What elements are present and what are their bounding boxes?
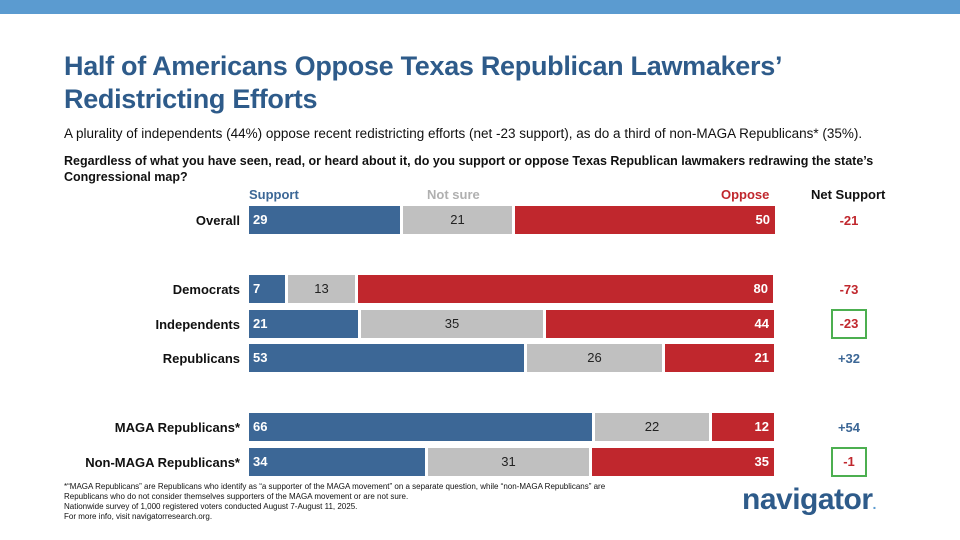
category-label: MAGA Republicans*	[114, 420, 240, 435]
bar-support: 34	[249, 448, 425, 476]
logo-text: navigator	[742, 483, 873, 516]
footnote-definition: *“MAGA Republicans” are Republicans who …	[64, 482, 606, 501]
category-label: Independents	[155, 317, 240, 332]
category-label: Non-MAGA Republicans*	[85, 455, 240, 470]
navigator-logo: navigator.	[742, 483, 876, 517]
bar-not-sure: 13	[288, 275, 355, 303]
top-accent-bar	[0, 0, 960, 14]
bar-not-sure: 31	[428, 448, 589, 476]
legend-not-sure: Not sure	[427, 187, 480, 202]
net-support-value: -73	[839, 282, 859, 297]
bar-support: 29	[249, 206, 400, 234]
bar-support: 21	[249, 310, 358, 338]
net-support-header: Net Support	[811, 187, 886, 202]
net-support-value: +54	[837, 420, 861, 435]
bar-not-sure: 26	[527, 344, 662, 372]
logo-dot: .	[872, 496, 877, 512]
bar-not-sure: 21	[403, 206, 512, 234]
bar-support: 66	[249, 413, 592, 441]
bar-oppose: 80	[358, 275, 773, 303]
subtitle: A plurality of independents (44%) oppose…	[64, 126, 863, 141]
net-support-value: -21	[839, 213, 859, 228]
net-support-value: -23	[831, 309, 867, 339]
bar-oppose: 21	[665, 344, 774, 372]
category-label: Overall	[195, 213, 240, 228]
bar-oppose: 12	[712, 413, 774, 441]
bar-oppose: 35	[592, 448, 774, 476]
net-support-value: +32	[837, 351, 861, 366]
bar-oppose: 44	[546, 310, 774, 338]
bar-not-sure: 35	[361, 310, 543, 338]
legend-oppose: Oppose	[721, 187, 770, 202]
bar-oppose: 50	[515, 206, 775, 234]
net-support-value: -1	[831, 447, 867, 477]
page-title: Half of Americans Oppose Texas Republica…	[64, 51, 781, 114]
bar-not-sure: 22	[595, 413, 709, 441]
footnote: *“MAGA Republicans” are Republicans who …	[64, 482, 624, 522]
survey-question: Regardless of what you have seen, read, …	[64, 154, 874, 184]
category-label: Republicans	[162, 351, 240, 366]
footnote-methodology: Nationwide survey of 1,000 registered vo…	[64, 502, 358, 511]
footnote-more-info: For more info, visit navigatorresearch.o…	[64, 512, 213, 521]
category-label: Democrats	[172, 282, 240, 297]
legend-support: Support	[249, 187, 299, 202]
bar-support: 7	[249, 275, 285, 303]
bar-support: 53	[249, 344, 524, 372]
